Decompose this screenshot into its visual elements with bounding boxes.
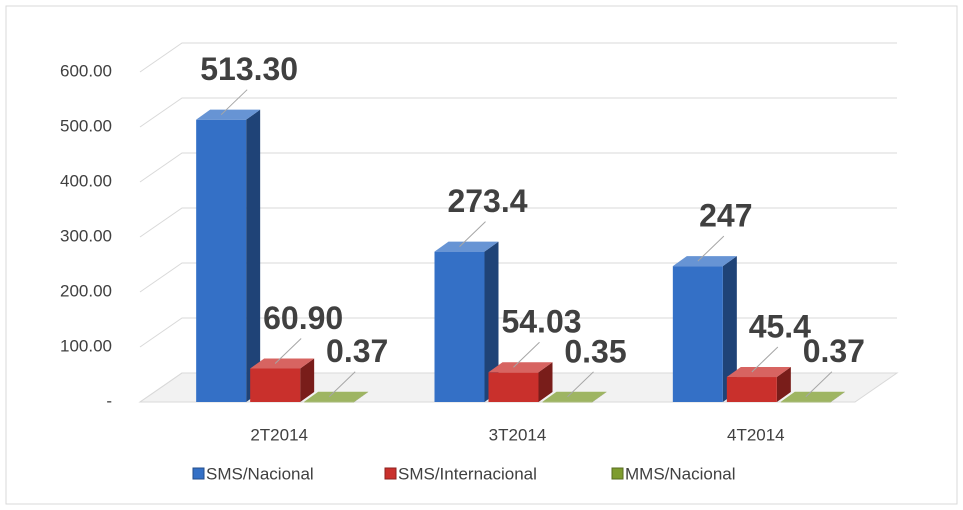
bar-top xyxy=(196,109,261,120)
y-tick-label: 500.00 xyxy=(60,116,112,135)
leader-line xyxy=(220,89,248,116)
leader-line xyxy=(274,338,302,364)
legend-marker xyxy=(611,467,624,480)
bar-side xyxy=(246,109,261,402)
bar xyxy=(672,266,723,402)
y-tick-label: 400.00 xyxy=(60,171,112,190)
y-tick-label: - xyxy=(106,391,112,410)
bar-side xyxy=(830,391,845,402)
bar-top xyxy=(726,367,791,378)
bar-side xyxy=(538,362,553,402)
bar xyxy=(304,401,355,403)
bar-top xyxy=(488,362,553,373)
bar xyxy=(196,119,247,402)
bar xyxy=(488,372,539,402)
bar-top xyxy=(250,358,315,369)
value-label: 273.4 xyxy=(447,183,527,219)
x-tick-label: 3T2014 xyxy=(489,425,547,444)
bar-side xyxy=(722,256,737,402)
bar-top xyxy=(542,391,607,402)
bar-side xyxy=(300,358,315,402)
x-tick-label: 2T2014 xyxy=(250,425,308,444)
value-label: 45.4 xyxy=(749,308,811,344)
value-label: 0.37 xyxy=(326,333,388,369)
bar xyxy=(726,377,777,402)
bar xyxy=(780,401,831,403)
leader-line xyxy=(805,371,833,398)
leader-line xyxy=(751,346,779,373)
grid-line xyxy=(139,317,897,348)
x-tick-label: 4T2014 xyxy=(727,425,785,444)
leader-line xyxy=(328,371,356,398)
legend-label: SMS/Internacional xyxy=(398,464,537,483)
grid-line xyxy=(139,207,897,238)
bar xyxy=(250,368,301,402)
grid-line xyxy=(139,372,897,403)
leader-line xyxy=(697,235,725,262)
bar-top xyxy=(304,391,369,402)
legend-label: SMS/Nacional xyxy=(206,464,314,483)
leader-line xyxy=(567,371,594,398)
grid-line xyxy=(139,262,897,293)
value-label: 54.03 xyxy=(501,304,581,340)
value-label: 60.90 xyxy=(263,300,343,336)
y-tick-label: 200.00 xyxy=(60,281,112,300)
value-label: 0.35 xyxy=(564,333,626,369)
grid-line xyxy=(139,97,897,128)
bar-top xyxy=(672,256,737,267)
bar-side xyxy=(592,391,607,402)
bar-side xyxy=(354,391,369,402)
legend-marker xyxy=(384,467,397,480)
grid-line xyxy=(139,152,897,183)
bar xyxy=(542,401,593,403)
value-label: 513.30 xyxy=(200,51,298,87)
legend-marker xyxy=(192,467,205,480)
leader-line xyxy=(513,341,540,368)
value-label: 0.37 xyxy=(803,333,865,369)
bar-top xyxy=(780,391,845,402)
leader-line xyxy=(459,221,486,247)
value-label: 247 xyxy=(699,198,752,234)
bar-top xyxy=(434,241,499,252)
bar-side xyxy=(484,241,499,402)
grid-line xyxy=(139,42,897,73)
legend-label: MMS/Nacional xyxy=(625,464,736,483)
y-tick-label: 100.00 xyxy=(60,336,112,355)
bar xyxy=(434,251,485,402)
y-tick-label: 600.00 xyxy=(60,61,112,80)
bar-side xyxy=(776,367,791,402)
y-tick-label: 300.00 xyxy=(60,226,112,245)
